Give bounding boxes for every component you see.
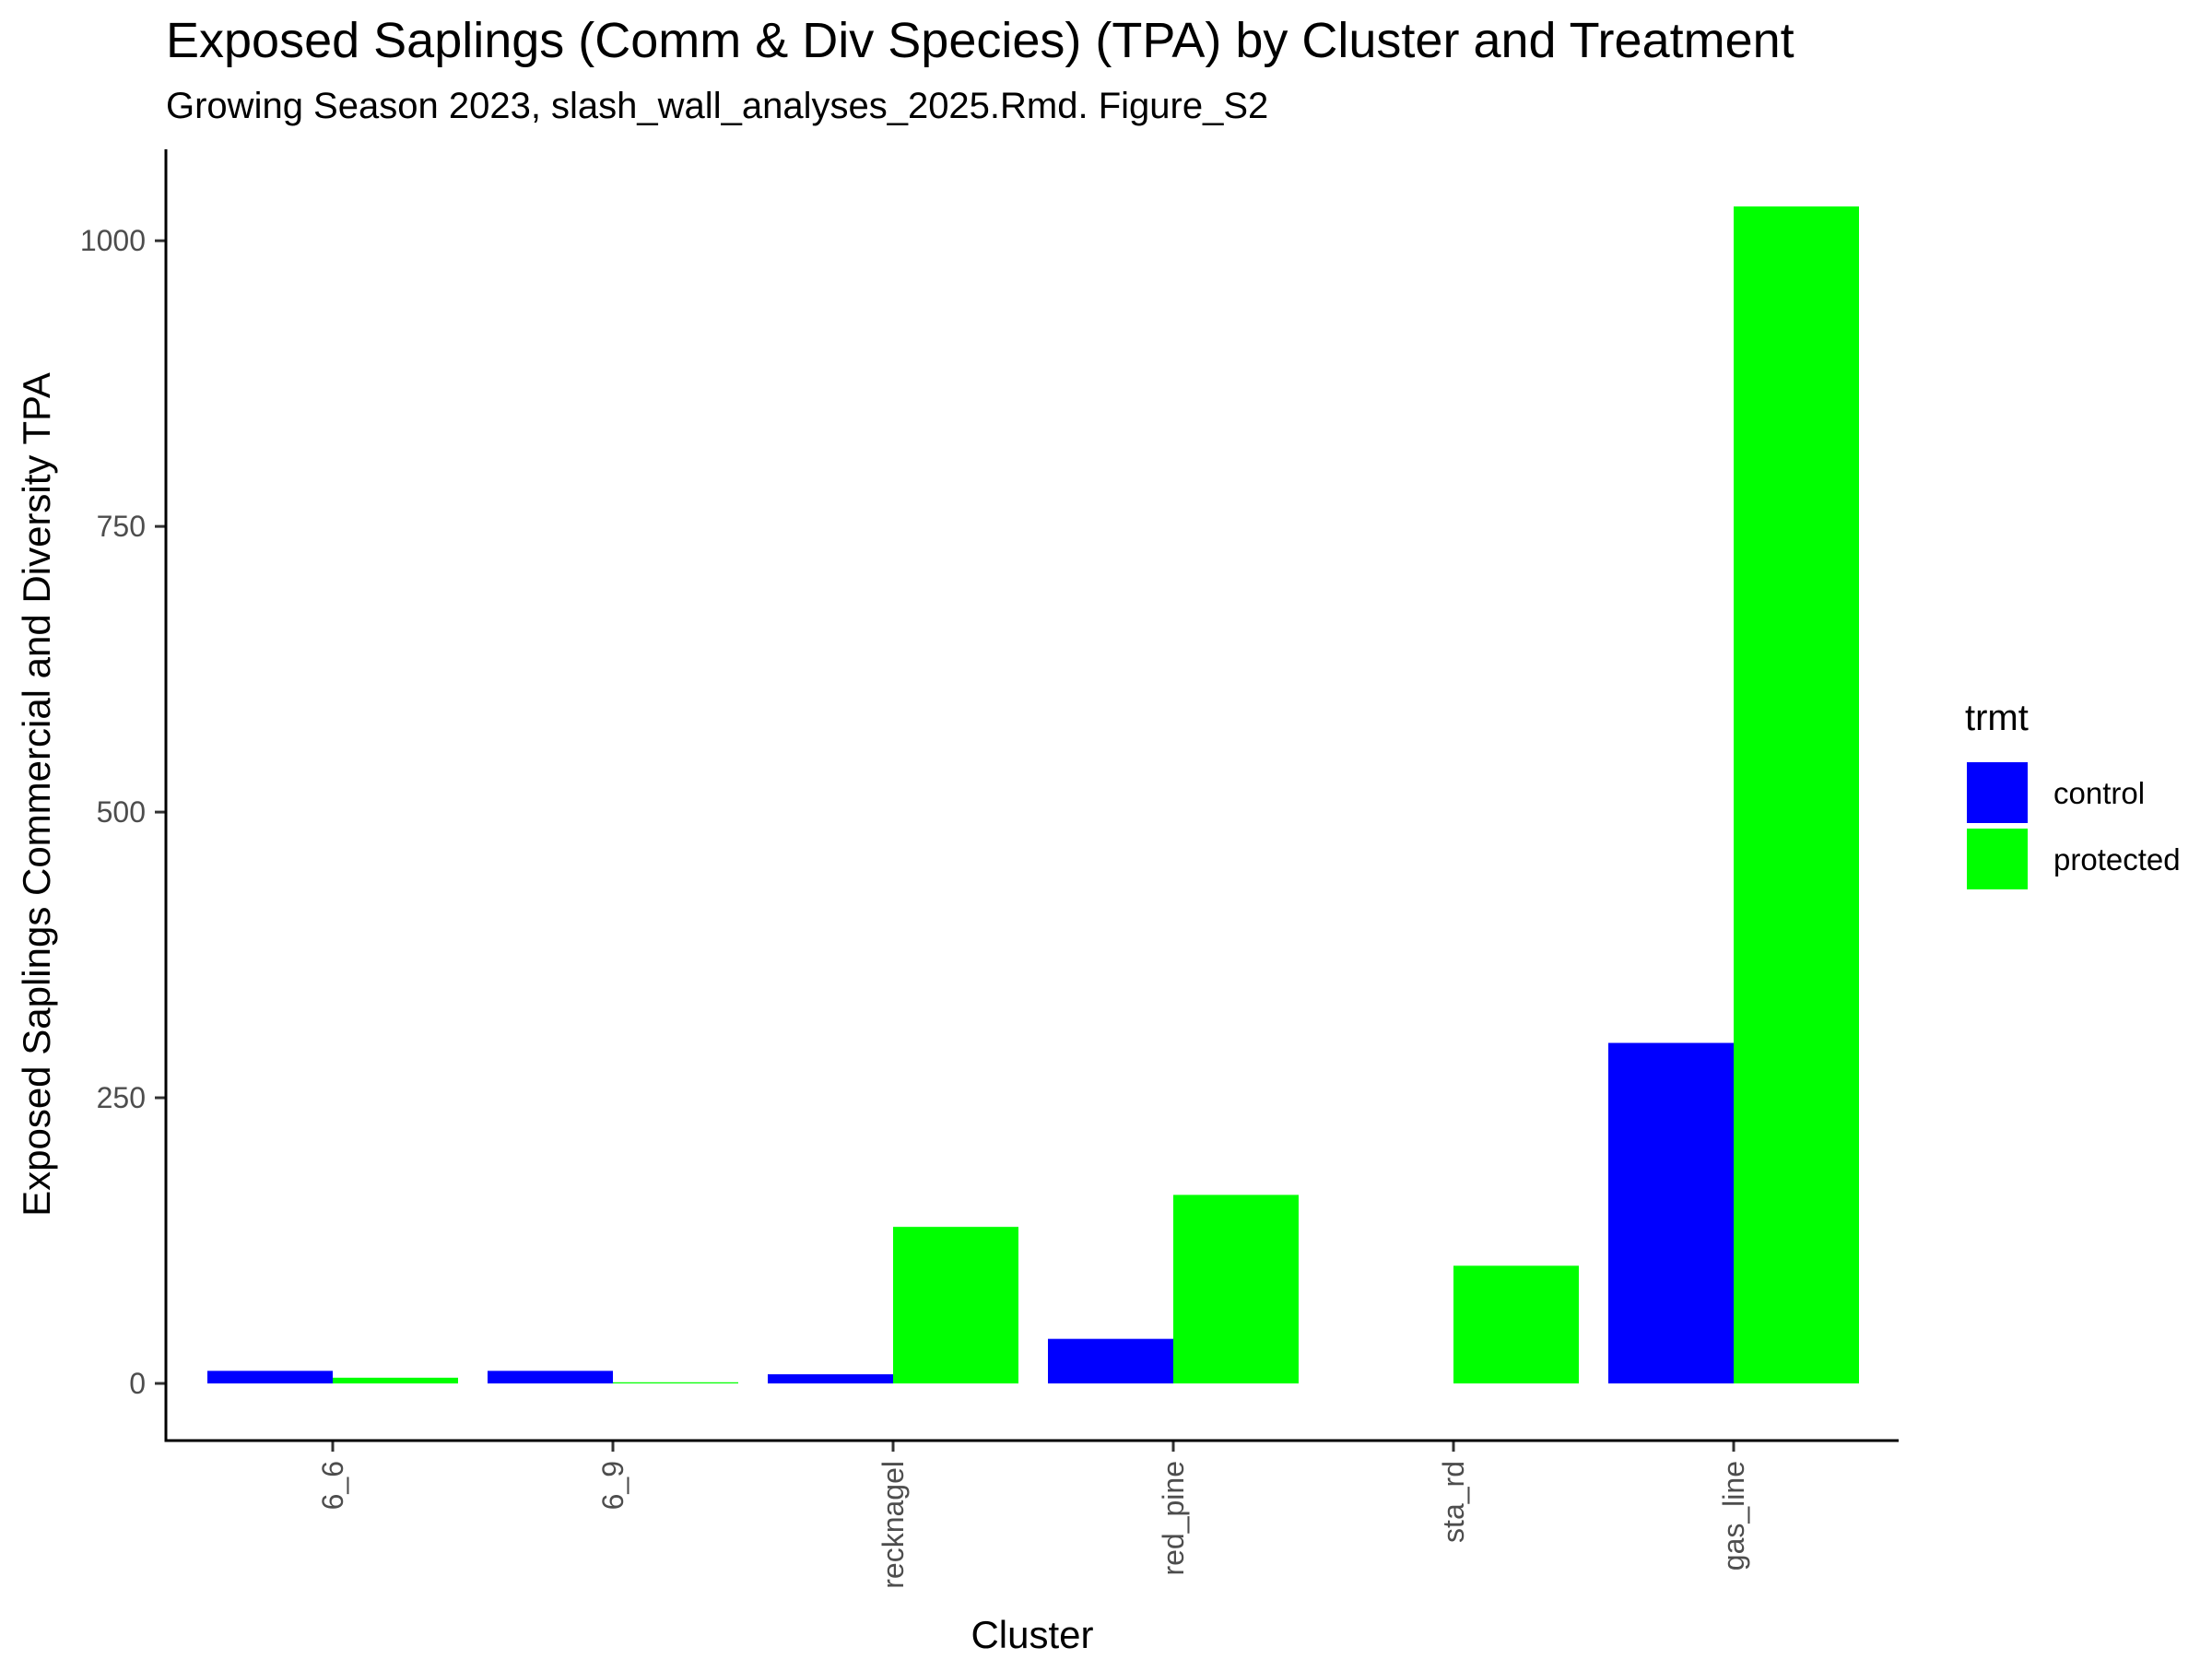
bar-control-6_6: [207, 1371, 333, 1384]
x-axis-ticks: 6_6 6_9 recknagel red_pine sta_rd gas_line: [316, 1441, 1750, 1589]
bar-control-6_9: [488, 1371, 613, 1384]
y-tick-label-1000: 1000: [80, 224, 146, 257]
legend-label-protected: protected: [2053, 842, 2181, 877]
y-tick-label-500: 500: [97, 795, 146, 829]
bar-control-red_pine: [1048, 1338, 1173, 1384]
chart-title: Exposed Saplings (Comm & Div Species) (T…: [166, 13, 1794, 68]
bar-protected-sta_rd: [1453, 1265, 1579, 1384]
chart-subtitle: Growing Season 2023, slash_wall_analyses…: [166, 86, 1268, 126]
y-tick-label-750: 750: [97, 510, 146, 543]
bars-group: [207, 206, 1859, 1384]
y-tick-label-0: 0: [129, 1367, 146, 1400]
legend: trmt control protected: [1965, 698, 2181, 889]
bar-control-gas_line: [1608, 1042, 1734, 1384]
y-axis-ticks: 0 250 500 750 1000: [80, 224, 166, 1400]
bar-protected-6_9: [613, 1382, 738, 1384]
x-tick-label-red_pine: red_pine: [1157, 1461, 1190, 1576]
legend-key-protected: [1967, 829, 2028, 889]
x-axis-title: Cluster: [971, 1613, 1093, 1656]
y-axis-title: Exposed Saplings Commercial and Diversit…: [15, 372, 58, 1217]
x-tick-label-6_6: 6_6: [316, 1461, 349, 1510]
bar-protected-6_6: [333, 1377, 458, 1384]
legend-key-control: [1967, 762, 2028, 823]
legend-title: trmt: [1965, 698, 2029, 738]
bar-protected-red_pine: [1173, 1194, 1299, 1384]
x-tick-label-sta_rd: sta_rd: [1437, 1461, 1470, 1543]
bar-control-recknagel: [768, 1374, 893, 1384]
legend-label-control: control: [2053, 776, 2145, 810]
y-tick-label-250: 250: [97, 1081, 146, 1114]
x-tick-label-6_9: 6_9: [596, 1461, 629, 1510]
bar-protected-recknagel: [893, 1227, 1018, 1384]
bar-protected-gas_line: [1734, 206, 1859, 1384]
x-tick-label-gas_line: gas_line: [1717, 1461, 1750, 1571]
x-tick-label-recknagel: recknagel: [877, 1461, 910, 1589]
